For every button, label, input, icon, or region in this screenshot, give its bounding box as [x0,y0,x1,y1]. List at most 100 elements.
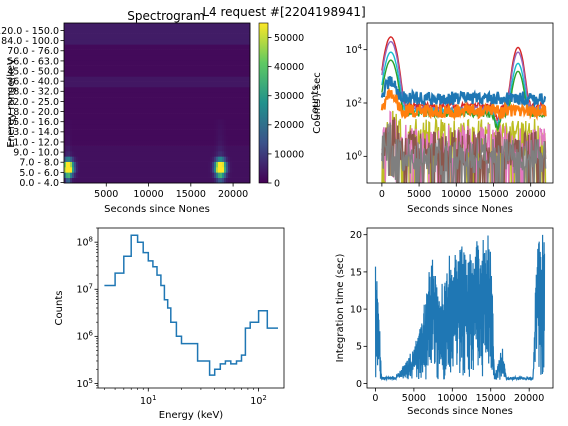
spectrogram-cell [192,28,195,34]
spectrogram-cell [216,28,219,34]
spectrogram-cell [82,55,85,61]
spectrogram-cell [238,156,241,162]
spectrogram-cell [116,55,119,61]
spectrogram-cell [190,71,193,77]
spectrogram-cell [104,156,107,162]
spectrogram-cell [128,161,131,168]
spectrogram-cell [228,167,231,173]
spectrogram-cell [182,124,185,130]
spectrogram-cell [96,108,99,114]
spectrogram-cell [110,129,113,136]
spectrogram-cell [132,65,135,72]
spectrogram-cell [158,81,161,88]
spectrogram-cell [132,81,135,88]
spectrogram-cell [102,129,105,136]
spectrogram-cell [150,140,153,146]
spectrogram-cell [160,55,163,61]
spectrogram-cell [226,108,229,114]
spectrogram-cell [190,108,193,114]
spectrogram-cell [174,97,177,104]
spectrogram-cell [232,172,235,178]
spectrogram-cell [242,49,245,56]
spectrogram-cell [84,60,87,66]
spectrogram-cell [228,124,231,130]
spectrogram-cell [80,49,83,56]
spectrogram-cell [82,124,85,130]
spectrogram-cell [170,129,173,136]
spectrogram-cell [210,129,213,136]
spectrogram-cell [72,145,75,152]
spectrogram-cell [198,113,201,120]
spectrogram-cell [184,28,187,34]
spectrogram-cell [160,103,163,109]
spectrogram-cell [106,161,109,168]
spectrogram-cell [148,151,151,157]
spectrogram-cell [228,39,231,45]
spectrogram-cell [102,92,105,98]
spectrogram-cell [168,167,171,173]
spectrogram-cell [220,23,223,29]
spectrogram-cell [120,81,123,88]
spectrogram-cell [74,76,77,82]
spectrogram-cell [190,161,193,168]
spectrogram-cell [142,81,145,88]
spectrogram-cell [220,87,223,93]
spectrogram-cell [228,135,231,141]
spectrogram-cell [144,177,147,184]
spectrogram-cell [236,65,239,72]
spectrogram-cell [170,172,173,178]
spectrogram-cell [178,87,181,93]
spectrogram-x-tick-label: 15000 [176,189,206,200]
spectrum-frame [97,227,285,389]
spectrogram-cell [106,44,109,50]
spectrogram-cell [210,71,213,77]
spectrogram-cell [66,23,69,29]
spectrogram-cell [138,76,141,82]
spectrogram-cell [182,140,185,146]
spectrogram-cell [86,140,89,146]
spectrogram-cell [164,151,167,157]
spectrogram-cell [64,28,67,34]
spectrogram-cell [86,119,89,125]
spectrogram-cell [234,55,237,61]
spectrogram-cell [136,55,139,61]
spectrogram-cell [240,33,243,40]
spectrogram-cell [192,161,195,168]
spectrogram-cell [72,92,75,98]
spectrogram-cell [84,44,87,50]
spectrogram-cell [244,167,247,173]
spectrogram-cell [236,55,239,61]
spectrogram-cell [164,145,167,152]
spectrogram-cell [130,108,133,114]
spectrogram-cell [148,71,151,77]
spectrogram-cell [64,129,67,136]
spectrogram-cell [164,156,167,162]
spectrogram-cell [122,151,125,157]
spectrogram-cell [174,151,177,157]
spectrogram-cell [110,71,113,77]
spectrogram-cell [224,60,227,66]
spectrogram-cell [218,177,221,184]
spectrogram-cell [152,177,155,184]
spectrogram-cell [158,135,161,141]
spectrogram-cell [88,65,91,72]
spectrogram-cell [180,49,183,56]
spectrogram-cell [64,119,67,125]
spectrogram-cell [156,92,159,98]
spectrogram-cell [184,167,187,173]
spectrogram-cell [242,97,245,104]
spectrogram-cell [138,167,141,173]
spectrogram-cell [82,156,85,162]
spectrogram-cell [146,71,149,77]
spectrogram-cell [94,177,97,184]
spectrogram-cell [124,60,127,66]
spectrogram-cell [178,60,181,66]
spectrogram-cell [176,161,179,168]
spectrogram-cell [202,119,205,125]
spectrogram-cell [140,103,143,109]
spectrogram-cell [220,129,223,136]
spectrogram-cell [246,55,249,61]
spectrogram-cell [116,151,119,157]
spectrogram-cell [208,71,211,77]
spectrogram-cell [230,33,233,40]
